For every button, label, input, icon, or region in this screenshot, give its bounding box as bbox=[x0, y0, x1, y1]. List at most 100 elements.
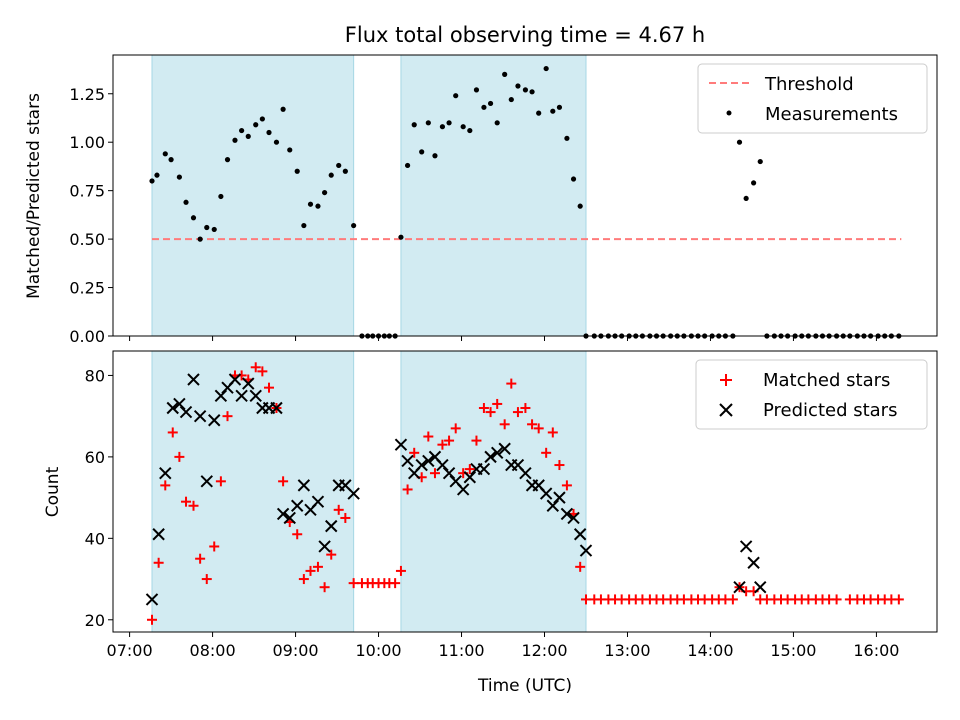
measurement-point bbox=[190, 215, 197, 221]
predicted-point bbox=[456, 483, 470, 496]
predicted-point-b bbox=[276, 507, 290, 521]
matched-point bbox=[485, 407, 496, 418]
predicted-point-b bbox=[573, 528, 587, 541]
predicted-point bbox=[567, 511, 580, 525]
measurement-point bbox=[577, 203, 583, 209]
measurement-point bbox=[253, 122, 259, 128]
predicted-point-b bbox=[733, 580, 746, 594]
measurement-point bbox=[446, 120, 452, 126]
top-panel: 0.00 0.25 0.50 0.75 1.00 1.25 Matched/Predict… bbox=[24, 54, 938, 346]
legend-predicted-swatch bbox=[719, 403, 733, 417]
predicted-point bbox=[394, 438, 408, 451]
measurement-point bbox=[404, 162, 411, 169]
predicted-point bbox=[546, 499, 560, 512]
measurement-point bbox=[743, 195, 749, 202]
x-tick-label: 13:00 bbox=[604, 641, 650, 660]
legend-threshold-label: Threshold bbox=[764, 74, 854, 95]
legend-matched-swatch bbox=[720, 374, 732, 386]
matched-point bbox=[181, 496, 192, 507]
predicted-point bbox=[347, 487, 360, 500]
top-shaded-intervals bbox=[151, 54, 587, 337]
measurement-point bbox=[280, 106, 286, 112]
matched-point bbox=[437, 439, 448, 450]
predicted-point-b bbox=[422, 454, 435, 468]
predicted-point bbox=[579, 544, 593, 557]
predicted-point-b bbox=[145, 593, 159, 606]
matched-point bbox=[527, 419, 538, 430]
predicted-point bbox=[477, 462, 491, 476]
top-axis-ticks: 0.00 0.25 0.50 0.75 1.00 1.25 bbox=[69, 85, 877, 346]
measurement-point bbox=[204, 224, 210, 231]
matched-point bbox=[429, 468, 440, 479]
y-tick-label: 0.25 bbox=[69, 279, 105, 298]
measurement-point bbox=[467, 127, 473, 134]
measurement-point bbox=[197, 236, 203, 242]
measurement-point bbox=[154, 172, 160, 178]
y-tick-label: 1.25 bbox=[69, 85, 105, 104]
predicted-point-b bbox=[546, 499, 560, 512]
measurement-point bbox=[508, 96, 514, 103]
matched-point bbox=[492, 398, 503, 409]
measurement-point bbox=[751, 180, 757, 186]
matched-point bbox=[312, 561, 323, 572]
x-tick-label: 10:00 bbox=[355, 641, 401, 660]
matched-point bbox=[831, 594, 842, 605]
matched-point bbox=[326, 549, 337, 560]
predicted-point-b bbox=[297, 479, 311, 492]
top-legend-frame bbox=[697, 63, 928, 134]
predicted-point bbox=[249, 389, 262, 403]
predicted-point bbox=[484, 450, 497, 464]
predicted-point-b bbox=[442, 466, 456, 480]
predicted-point bbox=[436, 458, 449, 472]
predicted-point-b bbox=[200, 475, 213, 488]
measurement-point bbox=[259, 116, 265, 122]
predicted-point bbox=[270, 401, 283, 415]
matched-point bbox=[533, 423, 544, 434]
matched-point bbox=[153, 557, 164, 568]
predicted-point bbox=[754, 580, 767, 594]
matched-point bbox=[278, 476, 289, 487]
matched-point bbox=[174, 451, 185, 462]
measurement-point bbox=[183, 199, 189, 205]
bottom-shaded-intervals bbox=[151, 350, 587, 633]
measurement-point bbox=[294, 168, 300, 174]
measurement-point bbox=[315, 203, 321, 209]
matched-point bbox=[402, 484, 413, 495]
predicted-point bbox=[276, 507, 290, 521]
predicted-point bbox=[200, 475, 213, 488]
x-axis-label: Time (UTC) bbox=[477, 676, 572, 696]
y-tick-label: 80 bbox=[85, 366, 105, 385]
chart-title: Flux total observing time = 4.67 h bbox=[345, 23, 705, 47]
x-tick-label: 09:00 bbox=[273, 641, 319, 660]
matched-point bbox=[727, 594, 738, 605]
matched-point bbox=[499, 419, 510, 430]
matched-point bbox=[209, 541, 220, 552]
predicted-point bbox=[560, 507, 574, 521]
matched-point bbox=[423, 431, 434, 442]
measurement-point bbox=[211, 226, 217, 233]
matched-point bbox=[541, 447, 552, 458]
measurement-point bbox=[411, 122, 417, 128]
predicted-point-b bbox=[179, 405, 193, 419]
measurement-point bbox=[550, 108, 556, 114]
predicted-point-b bbox=[311, 495, 325, 508]
y-tick-label: 0.00 bbox=[69, 327, 105, 346]
measurement-point bbox=[419, 149, 425, 155]
matched-point bbox=[250, 362, 261, 373]
predicted-point bbox=[739, 540, 753, 553]
shaded-interval-0 bbox=[151, 54, 355, 337]
predicted-point bbox=[297, 479, 311, 492]
measurement-point bbox=[453, 93, 459, 99]
predicted-point-b bbox=[436, 458, 449, 472]
measurement-point bbox=[287, 147, 293, 153]
matched-point bbox=[547, 427, 558, 438]
matched-point bbox=[333, 504, 344, 515]
predicted-point-b bbox=[249, 389, 262, 403]
predicted-point-b bbox=[347, 487, 360, 500]
predicted-point-b bbox=[318, 540, 331, 553]
matched-point bbox=[893, 594, 904, 605]
predicted-point bbox=[415, 458, 428, 472]
bottom-ylabel: Count bbox=[43, 466, 63, 517]
predicted-point-b bbox=[325, 519, 338, 533]
